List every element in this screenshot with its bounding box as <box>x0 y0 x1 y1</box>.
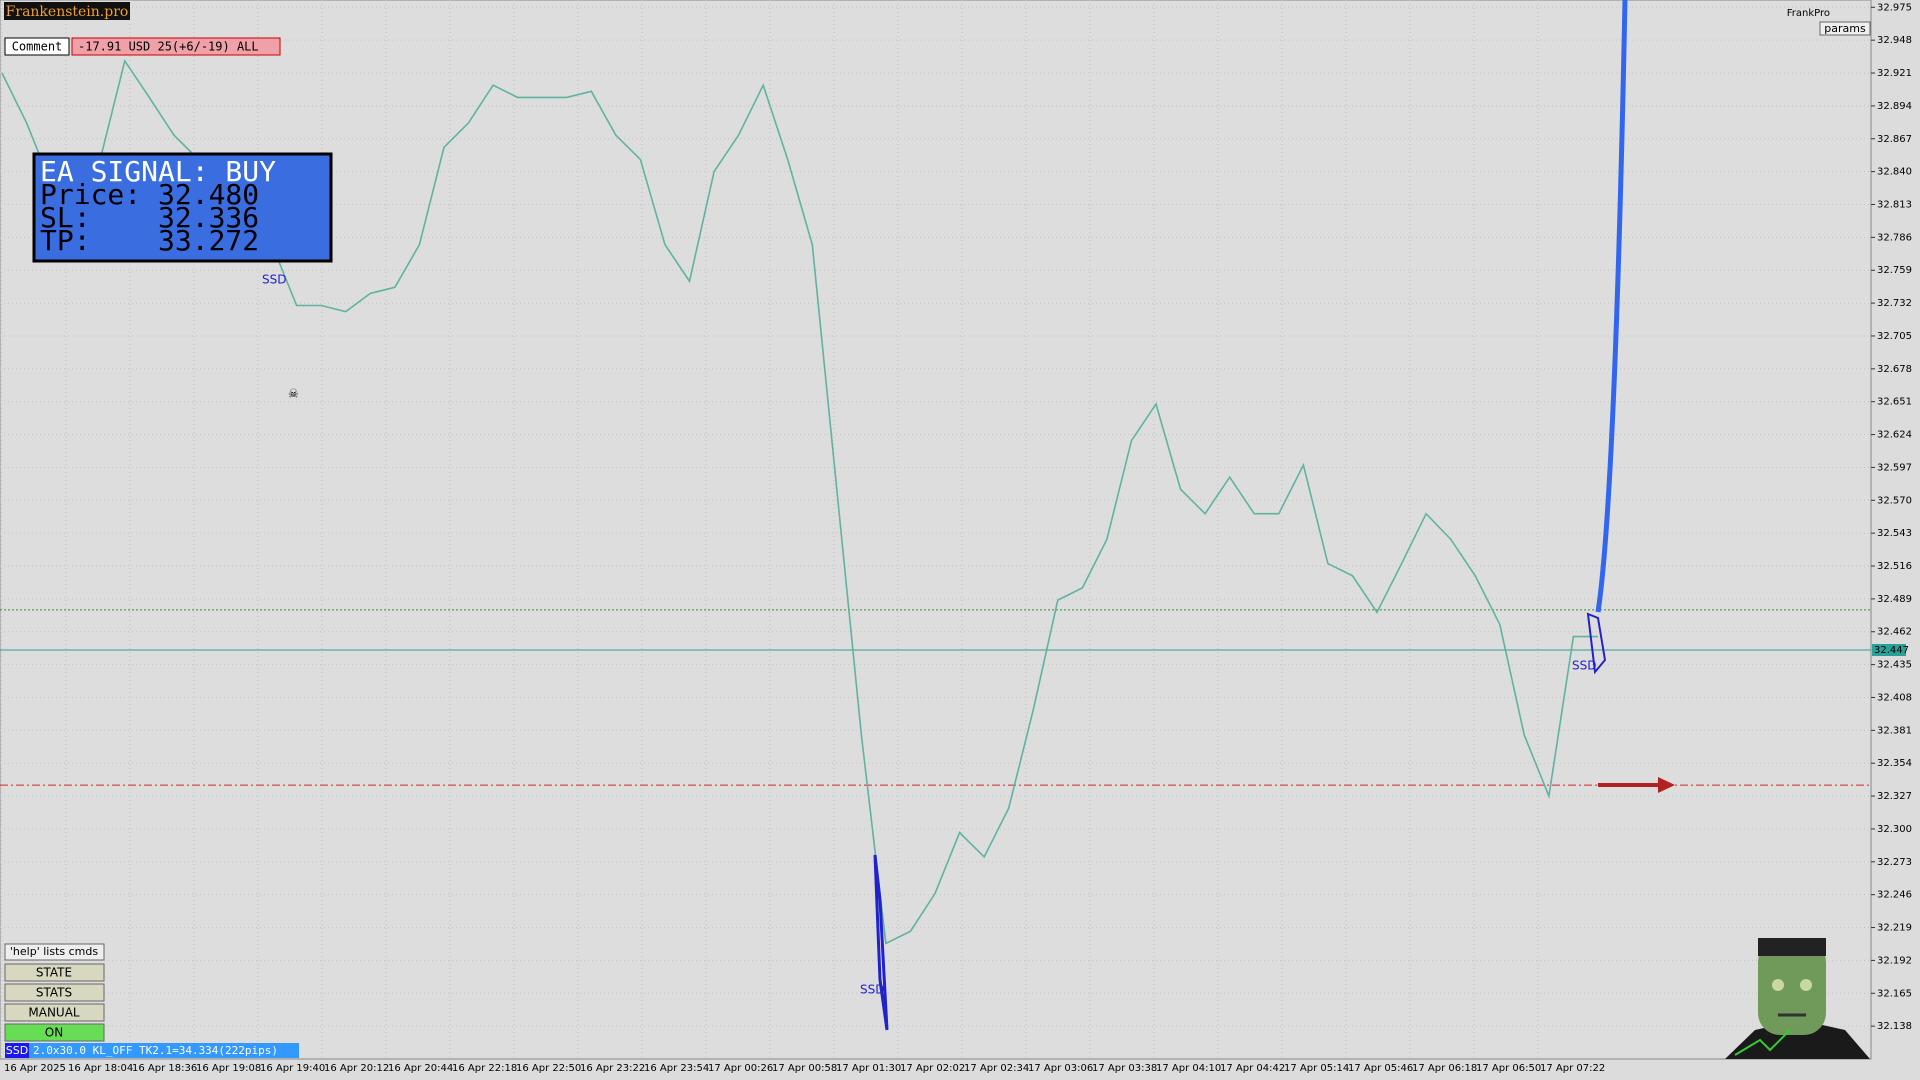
x-tick-label: 16 Apr 2025 <box>4 1063 66 1074</box>
button[interactable]: ON <box>45 1026 63 1040</box>
x-tick-label: 17 Apr 06:18 <box>1412 1063 1477 1074</box>
y-tick-label: 32.192 <box>1877 955 1912 966</box>
y-tick-label: 32.651 <box>1877 397 1912 408</box>
y-tick-label: 32.381 <box>1877 725 1912 736</box>
y-tick-label: 32.246 <box>1877 890 1912 901</box>
comment: -17.91 USD 25(+6/-19) ALL <box>78 40 259 54</box>
y-tick-label: 32.219 <box>1877 923 1912 934</box>
mascot <box>1725 938 1870 1059</box>
y-tick-label: 32.867 <box>1877 134 1912 145</box>
current-price-label: 32.447 <box>1874 645 1909 656</box>
marker: SSD <box>860 983 884 997</box>
help-bg <box>4 943 105 961</box>
x-tick-label: 17 Apr 06:50 <box>1476 1063 1541 1074</box>
x-tick-label: 16 Apr 18:36 <box>132 1063 197 1074</box>
comment-label: Comment <box>12 40 63 54</box>
status-tag: SSD <box>6 1044 28 1057</box>
status-tag-bg <box>5 1043 29 1058</box>
y-tick-label: 32.948 <box>1877 35 1912 46</box>
y-tick-label: 32.300 <box>1877 824 1912 835</box>
signal-price: Price: 32.480 <box>40 178 259 211</box>
button-bg[interactable] <box>4 963 105 982</box>
button[interactable]: STATE <box>36 966 72 980</box>
x-tick-label: 16 Apr 19:08 <box>196 1063 261 1074</box>
x-tick-label: 16 Apr 20:44 <box>388 1063 453 1074</box>
status-bg <box>29 1043 299 1058</box>
signal-title: EA SIGNAL: BUY <box>40 155 276 188</box>
x-tick-label: 17 Apr 05:14 <box>1284 1063 1349 1074</box>
x-tick-label: 17 Apr 03:38 <box>1092 1063 1157 1074</box>
y-tick-label: 32.813 <box>1877 199 1912 210</box>
signal-sl: SL: 32.336 <box>40 201 259 234</box>
x-tick-label: 17 Apr 07:22 <box>1540 1063 1605 1074</box>
y-tick-label: 32.597 <box>1877 462 1912 473</box>
params-bg[interactable] <box>1819 21 1871 36</box>
x-tick-label: 16 Apr 22:18 <box>452 1063 517 1074</box>
x-tick-label: 17 Apr 02:02 <box>900 1063 965 1074</box>
x-tick-label: 17 Apr 00:26 <box>708 1063 773 1074</box>
y-tick-label: 32.705 <box>1877 331 1912 342</box>
signal-shape <box>1586 612 1607 675</box>
brand-bg <box>4 2 130 20</box>
y-tick-label: 32.624 <box>1877 430 1912 441</box>
x-tick-label: 16 Apr 23:54 <box>644 1063 709 1074</box>
button[interactable]: MANUAL <box>28 1006 80 1020</box>
y-tick-label: 32.894 <box>1877 101 1912 112</box>
projection-line <box>1595 0 1628 613</box>
brand: Frankenstein.pro <box>6 4 129 20</box>
x-tick-label: 16 Apr 20:12 <box>324 1063 389 1074</box>
y-tick-label: 32.138 <box>1877 1021 1912 1032</box>
button-bg[interactable] <box>4 1003 105 1022</box>
x-tick-label: 16 Apr 22:50 <box>516 1063 581 1074</box>
y-tick-label: 32.435 <box>1877 660 1912 671</box>
status: 2.0x30.0 KL_OFF TK2.1=34.334(222pips) <box>33 1044 278 1057</box>
y-tick-label: 32.975 <box>1877 2 1912 13</box>
y-tick-label: 32.516 <box>1877 561 1912 572</box>
skull: ☠ <box>288 387 299 401</box>
button-bg[interactable] <box>4 983 105 1002</box>
y-tick-label: 32.759 <box>1877 265 1912 276</box>
y-tick-label: 32.570 <box>1877 495 1912 506</box>
y-tick-label: 32.327 <box>1877 791 1912 802</box>
x-tick-label: 17 Apr 02:34 <box>964 1063 1029 1074</box>
signal-tp: TP: 33.272 <box>40 224 259 257</box>
y-tick-label: 32.462 <box>1877 627 1912 638</box>
y-tick-label: 32.273 <box>1877 857 1912 868</box>
signal-box <box>32 152 333 263</box>
x-tick-label: 17 Apr 04:42 <box>1220 1063 1285 1074</box>
x-tick-label: 17 Apr 04:10 <box>1156 1063 1221 1074</box>
x-tick-label: 17 Apr 01:30 <box>836 1063 901 1074</box>
y-tick-label: 32.165 <box>1877 988 1912 999</box>
y-tick-label: 32.543 <box>1877 528 1912 539</box>
y-tick-label: 32.732 <box>1877 298 1912 309</box>
y-tick-label: 32.840 <box>1877 167 1912 178</box>
comment-bg <box>71 37 281 56</box>
y-tick-label: 32.678 <box>1877 364 1912 375</box>
current-price-tag <box>1872 644 1906 657</box>
marker: SSD <box>1572 659 1596 673</box>
x-tick-label: 16 Apr 18:04 <box>68 1063 133 1074</box>
x-tick-label: 16 Apr 19:40 <box>260 1063 325 1074</box>
params[interactable]: params <box>1824 22 1866 35</box>
arrow-head <box>1658 777 1675 793</box>
x-tick-label: 17 Apr 03:06 <box>1028 1063 1093 1074</box>
y-tick-label: 32.786 <box>1877 232 1912 243</box>
comment-label-bg <box>4 37 70 56</box>
x-tick-label: 17 Apr 05:46 <box>1348 1063 1413 1074</box>
profile: FrankPro <box>1787 8 1830 19</box>
x-tick-label: 16 Apr 23:22 <box>580 1063 645 1074</box>
y-tick-label: 32.354 <box>1877 758 1912 769</box>
x-tick-label: 17 Apr 00:58 <box>772 1063 837 1074</box>
y-tick-label: 32.489 <box>1877 594 1912 605</box>
y-tick-label: 32.408 <box>1877 692 1912 703</box>
y-tick-label: 32.921 <box>1877 68 1912 79</box>
help: 'help' lists cmds <box>10 945 98 958</box>
signal-shape <box>873 854 889 1031</box>
button-bg[interactable] <box>4 1023 105 1042</box>
marker: SSD <box>262 273 286 287</box>
button[interactable]: STATS <box>36 986 72 1000</box>
